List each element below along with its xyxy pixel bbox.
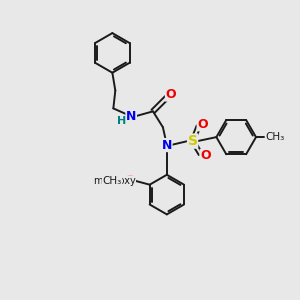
Text: N: N [162, 139, 172, 152]
Text: O: O [124, 174, 135, 187]
Text: O: O [200, 149, 211, 162]
Text: methoxy: methoxy [93, 176, 135, 186]
Text: S: S [188, 134, 198, 148]
Text: O: O [166, 88, 176, 101]
Text: O: O [197, 118, 208, 131]
Text: H: H [117, 116, 126, 126]
Text: CH₃: CH₃ [265, 132, 284, 142]
Text: N: N [126, 110, 136, 123]
Text: CH₃: CH₃ [102, 176, 122, 186]
